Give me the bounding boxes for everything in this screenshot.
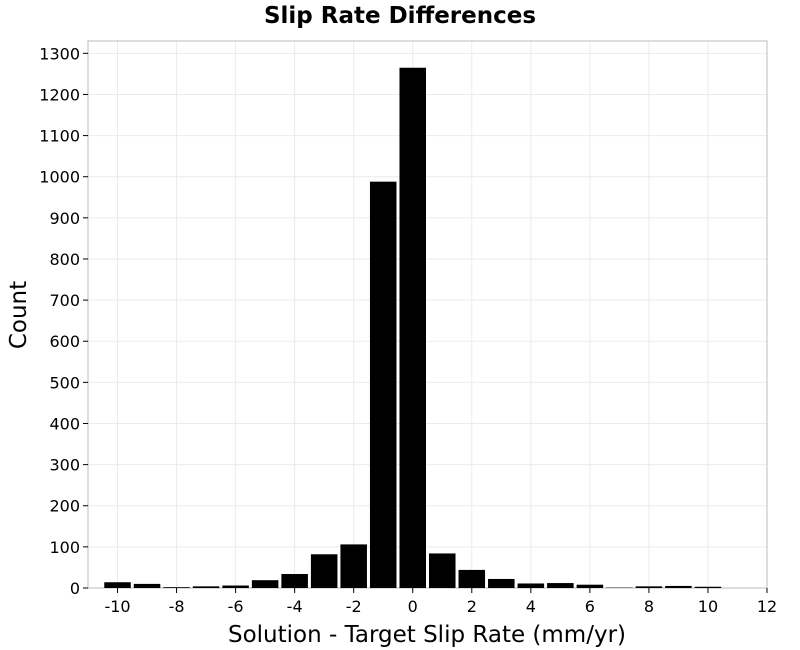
- y-tick-label: 400: [49, 414, 80, 433]
- histogram-bar: [133, 583, 161, 588]
- x-tick-label: -10: [104, 597, 130, 616]
- y-tick-label: 100: [49, 538, 80, 557]
- histogram-bar: [163, 587, 190, 588]
- x-tick-label: 6: [585, 597, 595, 616]
- x-tick-label: -8: [169, 597, 185, 616]
- y-tick-label: 1300: [39, 44, 80, 63]
- histogram-bar: [222, 585, 249, 588]
- histogram-bar: [399, 67, 426, 588]
- x-tick-label: 4: [526, 597, 536, 616]
- x-tick-label: 0: [408, 597, 418, 616]
- y-tick-label: 1100: [39, 127, 80, 146]
- y-tick-label: 0: [70, 579, 80, 598]
- x-tick-label: 8: [644, 597, 654, 616]
- histogram-bar: [251, 580, 279, 588]
- y-tick-label: 1200: [39, 85, 80, 104]
- y-axis-ticks: 0 100 200 300 400 500 600 700 800 900 1000 1100 1200…: [39, 44, 88, 598]
- plot-area: [87, 40, 768, 589]
- y-tick-label: 200: [49, 497, 80, 516]
- histogram-bar: [488, 578, 515, 588]
- y-tick-label: 1000: [39, 168, 80, 187]
- histogram-bar: [310, 554, 338, 588]
- x-axis-ticks: -10 -8 -6 -4 -2 0 2 4 6 8 10 12: [104, 588, 777, 616]
- histogram-bar: [694, 586, 722, 588]
- y-tick-label: 500: [49, 373, 80, 392]
- histogram-bar: [576, 584, 604, 588]
- chart-title: Slip Rate Differences: [264, 3, 536, 29]
- x-tick-label: 12: [757, 597, 777, 616]
- histogram-bar: [547, 583, 574, 588]
- histogram-bar: [192, 586, 220, 588]
- histogram-bar: [635, 586, 663, 588]
- histogram-bar: [340, 544, 367, 588]
- histogram-bar: [458, 569, 486, 588]
- x-tick-label: 2: [467, 597, 477, 616]
- x-tick-label: -4: [287, 597, 303, 616]
- x-axis-label: Solution - Target Slip Rate (mm/yr): [228, 622, 626, 648]
- y-tick-label: 700: [49, 291, 80, 310]
- x-tick-label: -6: [228, 597, 244, 616]
- y-tick-label: 300: [49, 456, 80, 475]
- grid-lines: [88, 41, 768, 589]
- histogram-bar: [517, 583, 545, 588]
- histogram-bar: [665, 585, 692, 588]
- x-tick-label: -2: [346, 597, 362, 616]
- x-tick-label: 10: [698, 597, 718, 616]
- histogram-bar: [104, 582, 131, 588]
- y-tick-label: 600: [49, 332, 80, 351]
- y-tick-label: 900: [49, 209, 80, 228]
- histogram-bar: [281, 574, 308, 588]
- y-axis-label: Count: [6, 281, 32, 349]
- bars: [104, 67, 722, 588]
- histogram-bar: [429, 553, 456, 588]
- histogram-bar: [369, 181, 397, 588]
- y-tick-label: 800: [49, 250, 80, 269]
